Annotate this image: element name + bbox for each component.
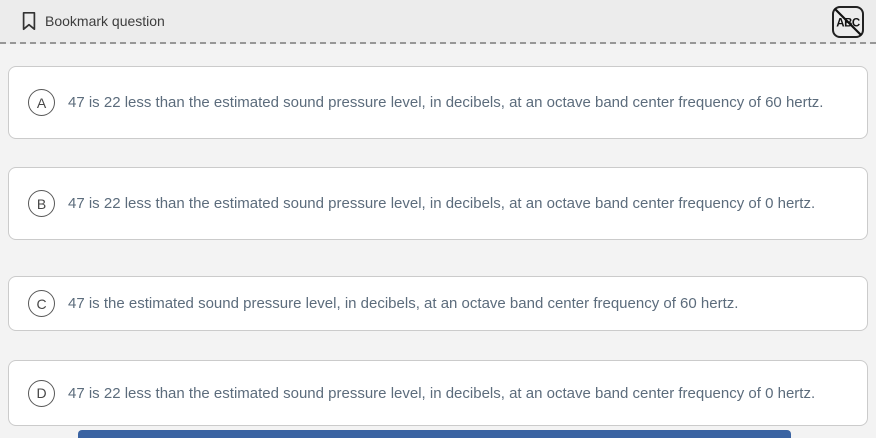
option-letter-badge[interactable]: A <box>28 89 55 116</box>
option-text: 47 is 22 less than the estimated sound p… <box>68 94 824 111</box>
option-letter-badge[interactable]: B <box>28 190 55 217</box>
bookmark-question-button[interactable]: Bookmark question <box>21 11 165 31</box>
option-text: 47 is the estimated sound pressure level… <box>68 295 739 312</box>
bottom-blue-bar <box>78 430 791 438</box>
bookmark-question-label: Bookmark question <box>45 13 165 29</box>
toolbar: Bookmark question ABC <box>0 0 876 44</box>
answer-eliminator-button[interactable]: ABC <box>831 5 865 39</box>
answer-option-a[interactable]: A 47 is 22 less than the estimated sound… <box>8 66 868 139</box>
option-text: 47 is 22 less than the estimated sound p… <box>68 195 816 212</box>
option-letter-badge[interactable]: C <box>28 290 55 317</box>
abc-strikethrough-icon: ABC <box>832 5 864 38</box>
answer-option-d[interactable]: D 47 is 22 less than the estimated sound… <box>8 360 868 426</box>
option-text: 47 is 22 less than the estimated sound p… <box>68 384 816 402</box>
answer-option-c[interactable]: C 47 is the estimated sound pressure lev… <box>8 276 868 331</box>
bookmark-icon <box>22 11 36 31</box>
answer-option-b[interactable]: B 47 is 22 less than the estimated sound… <box>8 167 868 240</box>
option-letter-badge[interactable]: D <box>28 379 55 407</box>
